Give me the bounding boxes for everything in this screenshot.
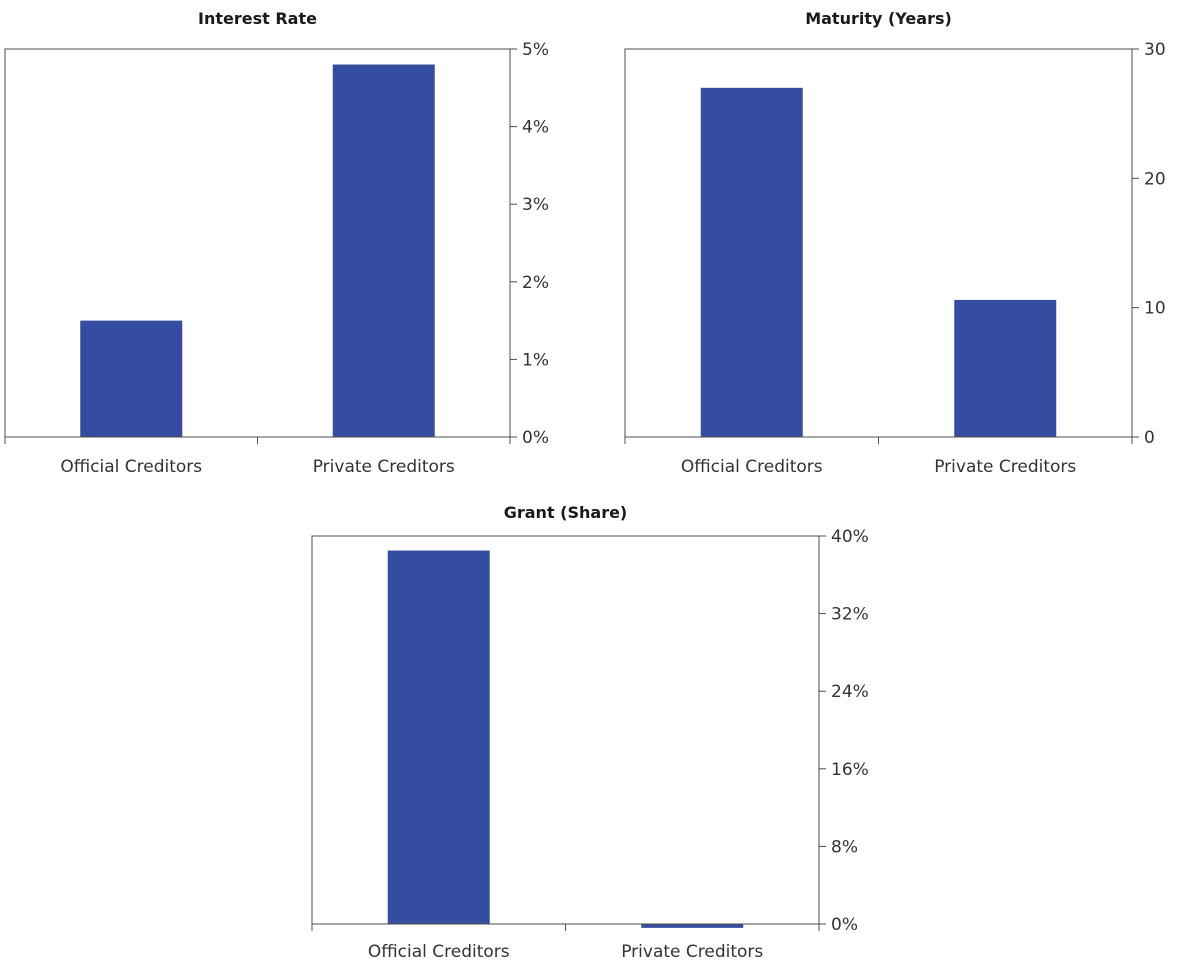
bar-private-creditors: [332, 64, 435, 438]
category-label-official-creditors: Official Creditors: [60, 457, 202, 477]
bar-official-creditors: [387, 550, 490, 924]
y-tick-label: 40%: [831, 527, 869, 547]
y-tick-label: 8%: [831, 837, 858, 857]
bar-private-creditors: [641, 924, 744, 928]
chart-interest-rate: Interest Rate 0% 1% 2% 3% 4% 5% Official Credit…: [4, 9, 549, 477]
y-tick-label: 4%: [522, 118, 549, 138]
bar-official-creditors: [80, 320, 183, 437]
chart-grant-share: Grant (Share) 0% 8% 16% 24% 32% 40% Official Cr…: [311, 503, 869, 962]
chart-maturity-years: Maturity (Years) 0 10 20 30 Official Creditor…: [624, 9, 1166, 477]
y-tick-label: 10: [1144, 299, 1166, 319]
chart-title: Maturity (Years): [805, 9, 952, 28]
category-label-official-creditors: Official Creditors: [368, 942, 510, 962]
category-label-private-creditors: Private Creditors: [621, 942, 763, 962]
category-label-private-creditors: Private Creditors: [934, 457, 1076, 477]
chart-title: Interest Rate: [198, 9, 317, 28]
y-tick-label: 1%: [522, 350, 549, 370]
y-tick-label: 0: [1144, 428, 1155, 448]
y-tick-label: 24%: [831, 682, 869, 702]
category-label-private-creditors: Private Creditors: [313, 457, 455, 477]
y-tick-label: 0%: [522, 428, 549, 448]
y-tick-label: 32%: [831, 605, 869, 625]
chart-title: Grant (Share): [504, 503, 628, 522]
y-tick-label: 3%: [522, 195, 549, 215]
y-tick-label: 5%: [522, 40, 549, 60]
y-tick-label: 16%: [831, 760, 869, 780]
y-tick-label: 30: [1144, 40, 1166, 60]
y-tick-label: 0%: [831, 915, 858, 935]
category-label-official-creditors: Official Creditors: [681, 457, 823, 477]
y-tick-label: 20: [1144, 169, 1166, 189]
bar-private-creditors: [954, 299, 1057, 437]
y-tick-label: 2%: [522, 273, 549, 293]
bar-official-creditors: [700, 87, 803, 438]
